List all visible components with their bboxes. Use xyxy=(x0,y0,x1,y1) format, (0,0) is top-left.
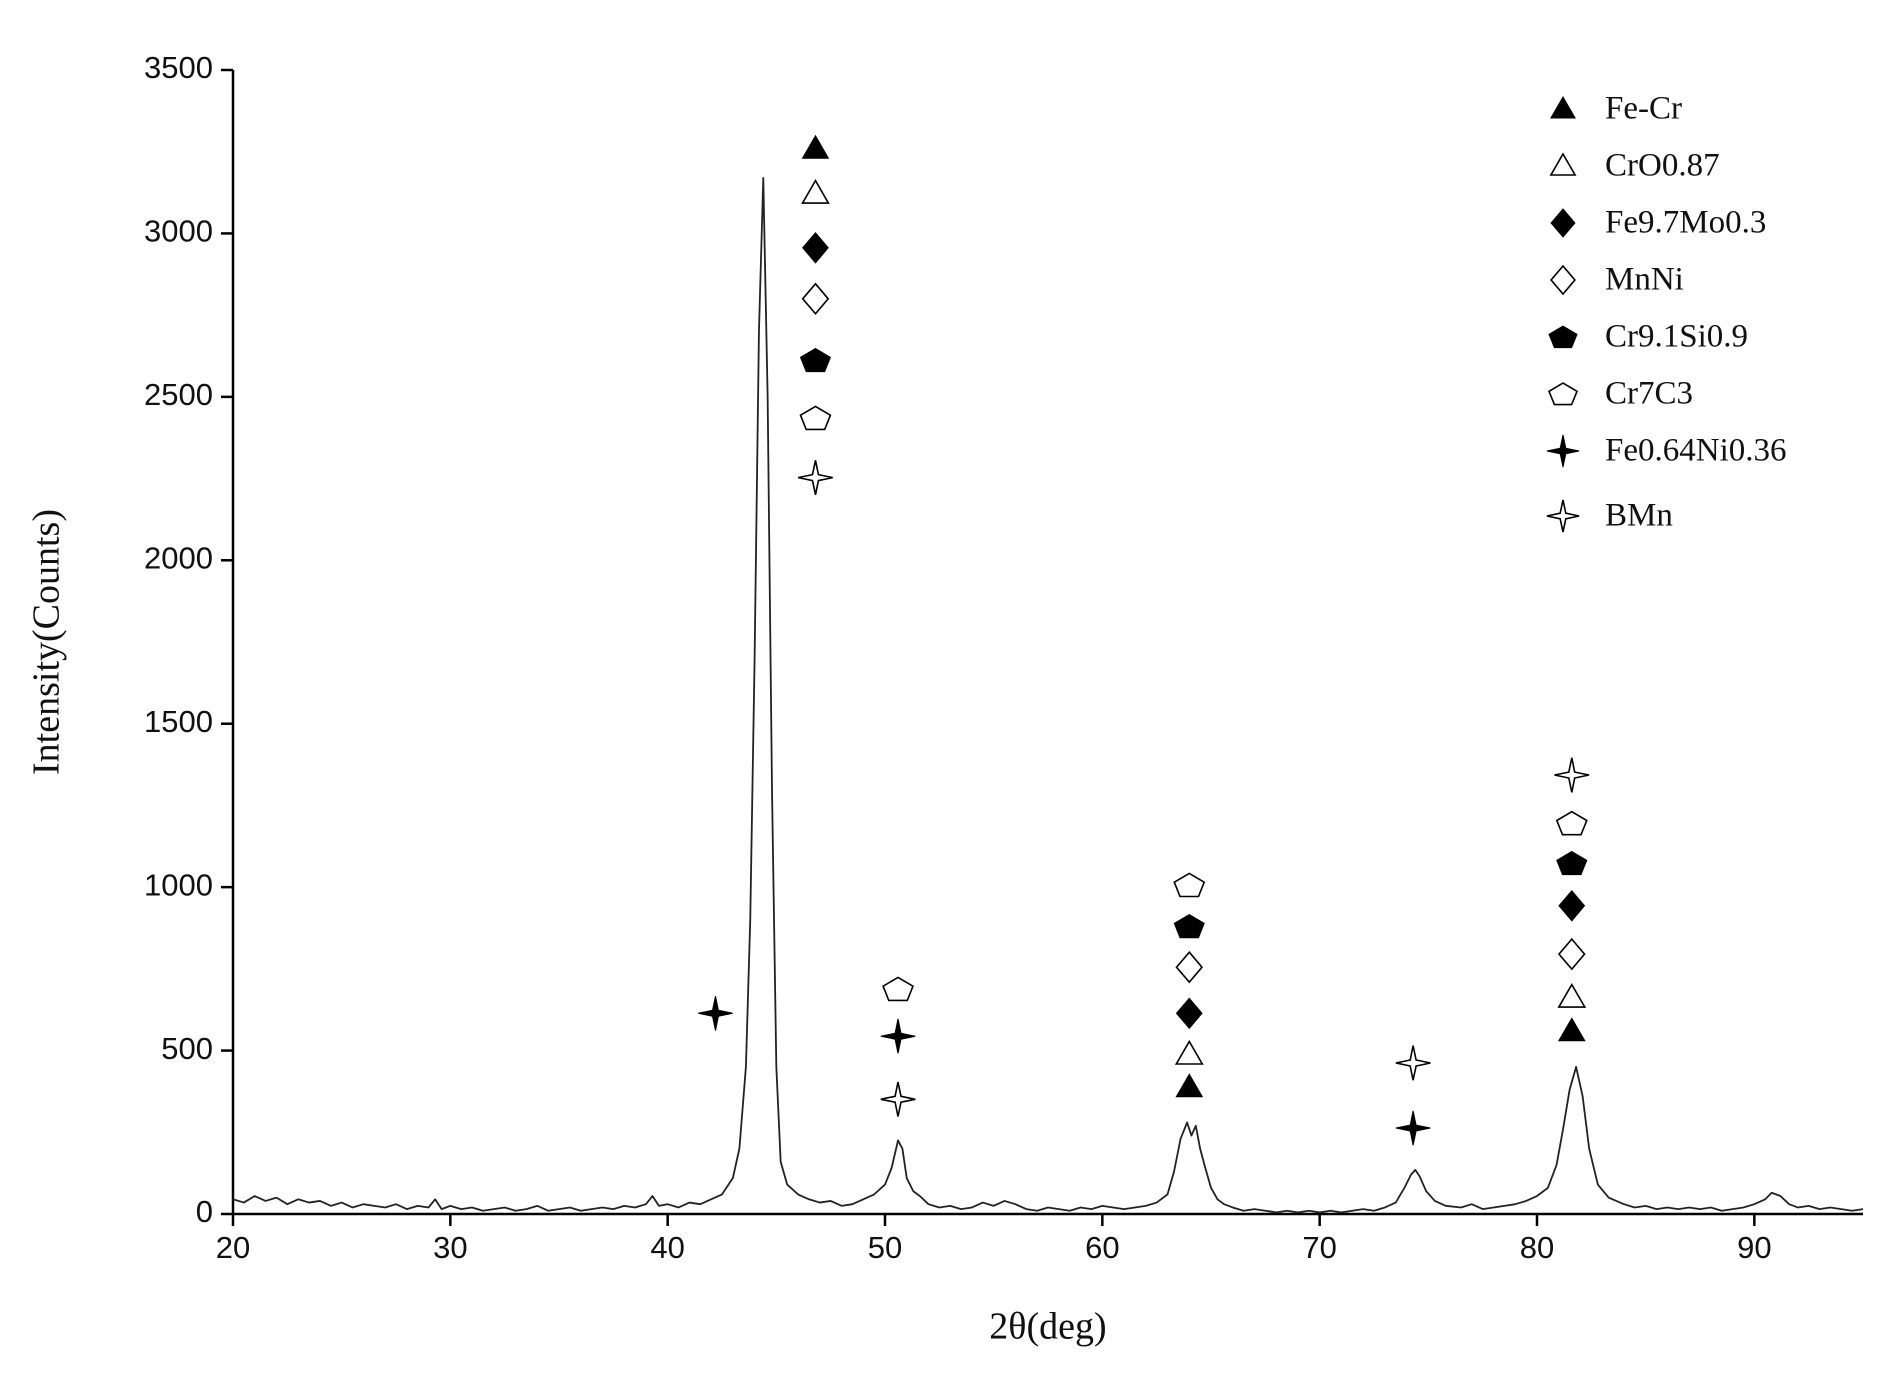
legend-label: Cr7C3 xyxy=(1605,376,1693,412)
phase-marker xyxy=(1554,757,1590,793)
phase-marker xyxy=(801,178,830,204)
phase-marker xyxy=(1175,997,1203,1030)
phase-marker xyxy=(799,347,832,373)
phase-marker xyxy=(1557,1017,1586,1042)
y-axis-title: Intensity(Counts) xyxy=(26,509,68,775)
phase-marker xyxy=(1555,810,1588,836)
legend-symbol xyxy=(1550,95,1576,119)
legend-symbol xyxy=(1546,434,1580,468)
x-tick-label: 40 xyxy=(650,1230,684,1265)
x-tick-label: 20 xyxy=(216,1230,250,1265)
phase-marker xyxy=(1174,1039,1204,1065)
legend-symbol xyxy=(1547,382,1579,406)
legend-label: Fe9.7Mo0.3 xyxy=(1605,205,1766,241)
phase-marker xyxy=(880,1018,916,1054)
phase-marker xyxy=(880,1081,916,1117)
legend-symbol xyxy=(1550,208,1576,238)
legend-label: BMn xyxy=(1605,498,1673,534)
x-axis-title: 2θ(deg) xyxy=(989,1306,1106,1348)
phase-marker xyxy=(1175,950,1204,984)
phase-marker xyxy=(1557,983,1587,1008)
x-tick-label: 30 xyxy=(433,1230,467,1265)
legend-label: MnNi xyxy=(1605,262,1684,298)
legend-symbol xyxy=(1549,152,1577,176)
y-tick-label: 1000 xyxy=(144,867,213,902)
y-tick-label: 2000 xyxy=(144,540,213,575)
phase-marker xyxy=(799,405,832,431)
legend-label: Fe0.64Ni0.36 xyxy=(1605,433,1787,469)
phase-marker xyxy=(1556,850,1588,876)
phase-marker xyxy=(798,460,833,495)
legend-symbol xyxy=(1546,499,1580,533)
phase-marker xyxy=(1173,872,1206,898)
x-tick-label: 70 xyxy=(1302,1230,1336,1265)
x-tick-label: 50 xyxy=(868,1230,902,1265)
phase-marker xyxy=(801,134,830,159)
y-tick-label: 2500 xyxy=(144,377,213,412)
x-tick-label: 80 xyxy=(1520,1230,1554,1265)
phase-marker xyxy=(1175,1073,1204,1098)
legend-symbol xyxy=(1548,325,1578,349)
phase-marker xyxy=(698,995,733,1031)
phase-marker xyxy=(882,976,914,1002)
x-tick-label: 60 xyxy=(1085,1230,1119,1265)
y-tick-label: 500 xyxy=(161,1031,213,1066)
phase-marker xyxy=(1558,890,1586,922)
y-tick-label: 3000 xyxy=(144,214,213,249)
y-tick-label: 3500 xyxy=(144,50,213,85)
legend-symbol xyxy=(1550,264,1576,296)
legend-label: Cr9.1Si0.9 xyxy=(1605,319,1748,355)
phase-marker xyxy=(802,232,829,264)
x-tick-label: 90 xyxy=(1737,1230,1771,1265)
pattern-line xyxy=(232,176,1864,1214)
phase-marker xyxy=(1395,1110,1431,1146)
phase-marker xyxy=(1173,914,1205,939)
phase-marker xyxy=(1395,1045,1431,1081)
phase-marker xyxy=(801,282,830,316)
phase-marker xyxy=(1557,937,1586,971)
legend-label: CrO0.87 xyxy=(1605,148,1720,184)
y-tick-label: 1500 xyxy=(144,704,213,739)
legend-label: Fe-Cr xyxy=(1605,91,1682,127)
y-tick-label: 0 xyxy=(196,1194,213,1229)
